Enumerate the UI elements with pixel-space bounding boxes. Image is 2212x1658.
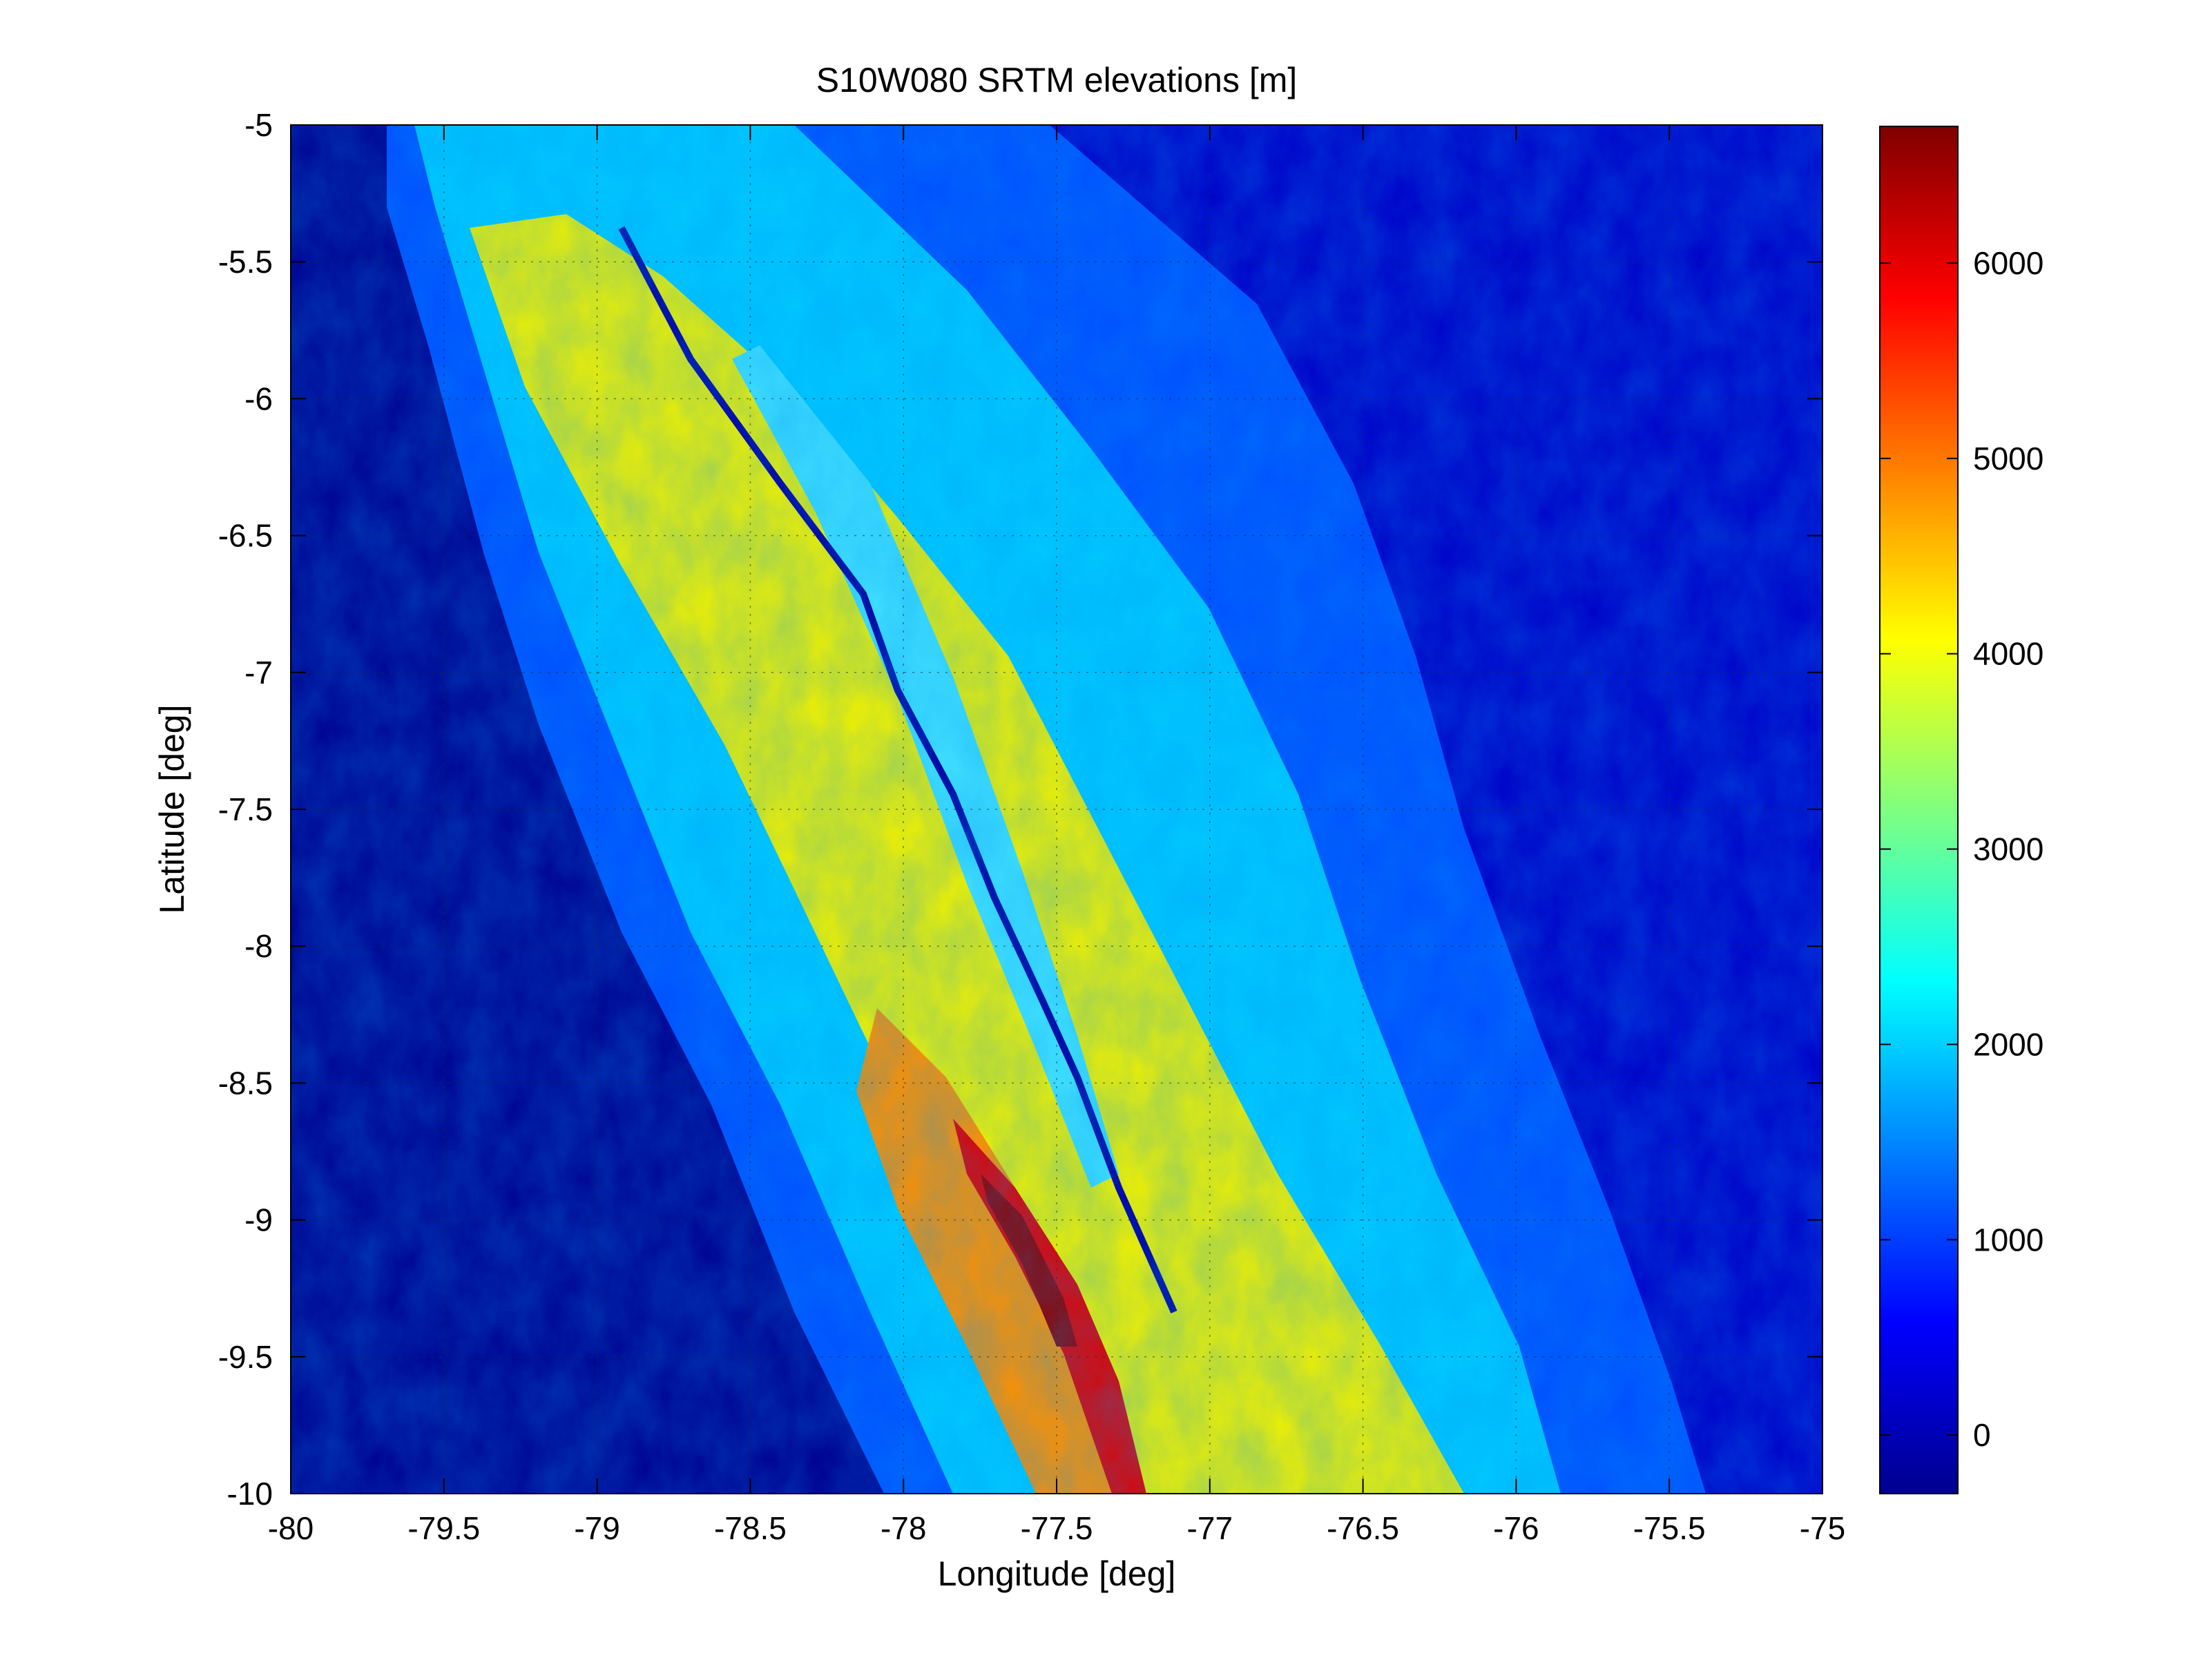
x-tick-label: -76 (1493, 1510, 1539, 1546)
x-tick-label: -76.5 (1327, 1510, 1399, 1546)
chart-title: S10W080 SRTM elevations [m] (816, 61, 1298, 99)
x-tick-label: -77.5 (1021, 1510, 1093, 1546)
x-tick-label: -78 (881, 1510, 926, 1546)
x-tick-label: -78.5 (714, 1510, 787, 1546)
x-tick-label: -77 (1187, 1510, 1233, 1546)
x-tick-label: -79 (574, 1510, 619, 1546)
y-tick-label: -7 (244, 655, 273, 691)
colorbar-tick-label: 1000 (1973, 1222, 2043, 1257)
colorbar-gradient (1880, 126, 1958, 1494)
y-tick-label: -9.5 (218, 1339, 273, 1375)
colorbar-tick-label: 2000 (1973, 1026, 2043, 1062)
y-tick-label: -6.5 (218, 518, 273, 554)
colorbar-frame (1879, 126, 1959, 1494)
y-tick-label: -6 (244, 380, 273, 416)
y-tick-label: -10 (227, 1476, 273, 1512)
colorbar-tick-label: 4000 (1973, 636, 2043, 672)
y-tick-label: -5.5 (218, 244, 273, 280)
y-tick-label: -7.5 (218, 791, 273, 827)
x-tick-label: -79.5 (407, 1510, 480, 1546)
x-axis-label: Longitude [deg] (938, 1554, 1176, 1593)
y-tick-label: -8 (244, 928, 273, 964)
y-ticks: -5 -5.5 -6 -6.5 -7 -7.5 -8 -8.5 -9 -9.5 -10 (218, 107, 1823, 1512)
colorbar: 0 1000 2000 3000 4000 5000 6000 (1879, 126, 2043, 1494)
colorbar-tick-label: 3000 (1973, 831, 2043, 867)
colorbar-tick-label: 6000 (1973, 245, 2043, 281)
x-ticks: -80 -79.5 -79 -78.5 -78 -77.5 -77 -76.5 -76 -75.5… (268, 125, 1845, 1546)
y-tick-label: -9 (244, 1202, 273, 1238)
grid-lines (291, 125, 1823, 1494)
colorbar-tick-label: 0 (1973, 1417, 1991, 1453)
x-tick-label: -75.5 (1633, 1510, 1706, 1546)
x-tick-label: -75 (1800, 1510, 1845, 1546)
y-tick-label: -8.5 (218, 1065, 273, 1101)
x-tick-label: -80 (268, 1510, 314, 1546)
colorbar-ticks: 0 1000 2000 3000 4000 5000 6000 (1880, 245, 2043, 1453)
y-axis-label: Latitude [deg] (153, 704, 191, 914)
colorbar-tick-label: 5000 (1973, 441, 2043, 476)
y-tick-label: -5 (244, 107, 273, 143)
plot-area (291, 125, 1823, 1494)
